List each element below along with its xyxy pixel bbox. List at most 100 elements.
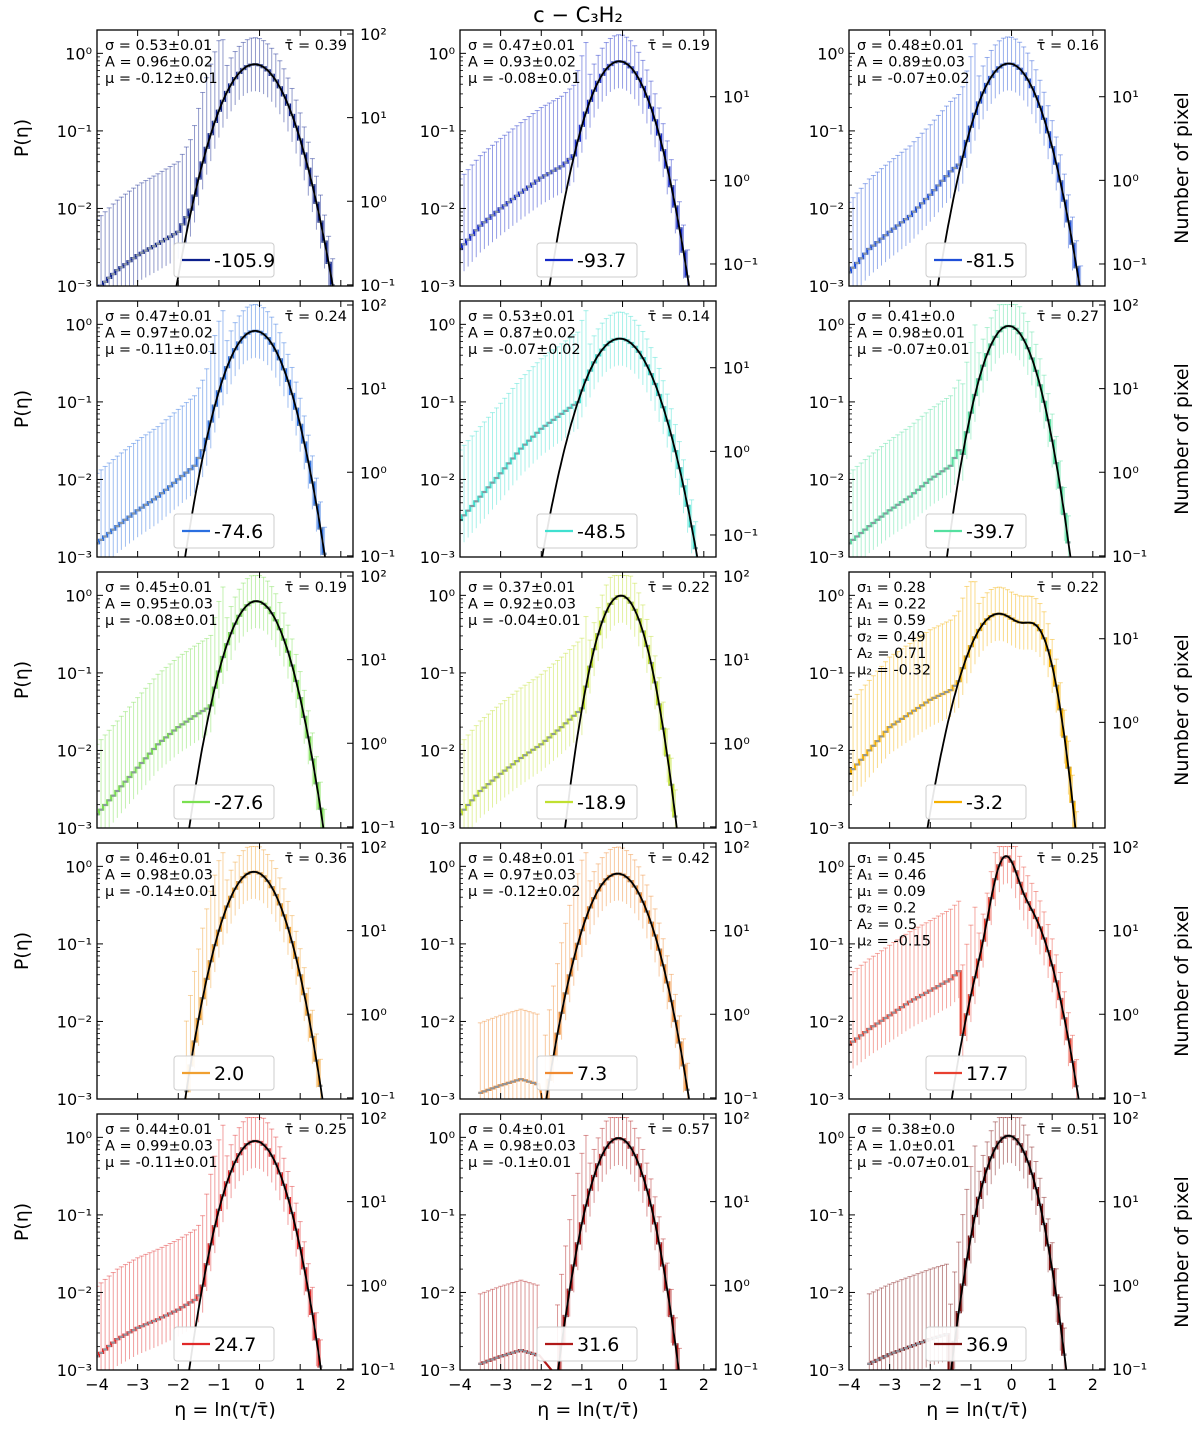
y-tick-label: 10⁰ bbox=[428, 1128, 455, 1147]
plot-frame bbox=[96, 842, 354, 1100]
y-tick-label: 10⁻³ bbox=[420, 277, 455, 296]
y-tick-label: 10⁰ bbox=[65, 315, 92, 334]
fit-curve bbox=[184, 330, 326, 557]
y-tick-label: 10⁻² bbox=[420, 470, 455, 489]
right-tick-label: 10² bbox=[360, 25, 387, 44]
right-tick-label: 10⁻¹ bbox=[1112, 255, 1147, 274]
panel-7: 10⁰ 10⁻¹ 10⁻² 10⁻³ 10² 10¹ 10⁰ 10⁻¹ P(η) σ = 0.45… bbox=[11, 567, 395, 838]
plot-frame bbox=[96, 571, 354, 829]
right-tick-label: 10⁰ bbox=[723, 442, 750, 461]
x-tick-label: −1 bbox=[570, 1375, 594, 1394]
right-tick-label: 10¹ bbox=[1112, 630, 1139, 649]
tau-label: τ̄ = 0.22 bbox=[648, 580, 710, 596]
right-tick-label: 10⁰ bbox=[360, 463, 387, 482]
y-tick-label: 10⁰ bbox=[65, 44, 92, 63]
right-tick-label: 10⁰ bbox=[1112, 1005, 1139, 1024]
fit-parameter: A₁ = 0.22 bbox=[857, 597, 926, 613]
y-tick-label: 10⁻² bbox=[57, 1012, 92, 1031]
fit-curve bbox=[950, 855, 1080, 1099]
fit-parameter: A = 0.92±0.03 bbox=[468, 597, 576, 613]
y-tick-label: 10⁻³ bbox=[809, 819, 844, 838]
y-tick-label: 10⁰ bbox=[817, 44, 844, 63]
y-tick-label: 10⁰ bbox=[817, 1128, 844, 1147]
right-tick-label: 10⁻¹ bbox=[360, 276, 395, 295]
plot-area bbox=[460, 310, 699, 557]
fit-parameter: σ = 0.47±0.01 bbox=[105, 309, 212, 325]
fit-parameter: σ = 0.48±0.01 bbox=[857, 38, 964, 54]
right-axis-label: Number of pixel bbox=[1171, 1176, 1193, 1328]
fit-parameter: σ = 0.38±0.0 bbox=[857, 1122, 955, 1138]
x-tick-label: −4 bbox=[85, 1375, 109, 1394]
plot-area bbox=[849, 36, 1084, 286]
x-tick-label: 1 bbox=[658, 1375, 668, 1394]
fit-curve bbox=[950, 1134, 1068, 1370]
x-tick-label: 0 bbox=[617, 1375, 627, 1394]
tau-label: τ̄ = 0.27 bbox=[1037, 309, 1099, 325]
fit-parameter: A = 0.93±0.02 bbox=[468, 55, 576, 71]
right-tick-label: 10⁻¹ bbox=[723, 818, 758, 837]
legend-box bbox=[536, 242, 638, 278]
x-tick-label: −3 bbox=[878, 1375, 902, 1394]
right-tick-label: 10² bbox=[723, 838, 750, 857]
right-tick-label: 10⁻¹ bbox=[723, 1360, 758, 1379]
panel-3: 10⁰ 10⁻¹ 10⁻² 10⁻³ 10¹ 10⁰ 10⁻¹ Number of pixel… bbox=[809, 29, 1193, 296]
right-tick-label: 10⁻¹ bbox=[1112, 1360, 1147, 1379]
plot-area bbox=[849, 846, 1080, 1099]
fit-parameter: σ = 0.45±0.01 bbox=[105, 580, 212, 596]
y-tick-label: 10⁻¹ bbox=[809, 935, 844, 954]
plot-area bbox=[97, 304, 328, 557]
x-tick-label: 0 bbox=[254, 1375, 264, 1394]
fit-parameter: σ = 0.53±0.01 bbox=[468, 309, 575, 325]
plot-area bbox=[460, 34, 691, 286]
x-tick-label: 1 bbox=[295, 1375, 305, 1394]
fit-parameter: A = 0.98±0.01 bbox=[857, 326, 965, 342]
y-axis-label: P(η) bbox=[11, 390, 33, 428]
y-tick-label: 10⁻³ bbox=[809, 1361, 844, 1380]
right-axis-label: Number of pixel bbox=[1171, 92, 1193, 244]
y-tick-label: 10⁻³ bbox=[809, 548, 844, 567]
fit-parameter: A = 0.87±0.02 bbox=[468, 326, 576, 342]
legend-label: 7.3 bbox=[577, 1063, 607, 1085]
y-tick-label: 10⁻¹ bbox=[809, 1206, 844, 1225]
tau-label: τ̄ = 0.16 bbox=[1037, 38, 1099, 54]
panel-14: 10⁰ 10⁻¹ 10⁻² 10⁻³ 10² 10¹ 10⁰ 10⁻¹ −4 −3 −2 −1 0 1 2 η… bbox=[420, 1109, 758, 1421]
y-tick-label: 10⁰ bbox=[428, 857, 455, 876]
y-tick-label: 10⁻¹ bbox=[57, 664, 92, 683]
y-tick-label: 10⁻¹ bbox=[809, 664, 844, 683]
legend-label: -81.5 bbox=[966, 250, 1015, 272]
tau-label: τ̄ = 0.51 bbox=[1037, 1122, 1099, 1138]
y-tick-label: 10⁻¹ bbox=[420, 935, 455, 954]
panel-2: 10⁰ 10⁻¹ 10⁻² 10⁻³ 10¹ 10⁰ 10⁻¹ σ = 0.47±0.01A … bbox=[420, 29, 758, 296]
fit-parameter: A = 1.0±0.01 bbox=[857, 1139, 956, 1155]
panel-1: 10⁰ 10⁻¹ 10⁻² 10⁻³ 10² 10¹ 10⁰ 10⁻¹ P(η) σ = 0.53… bbox=[11, 25, 395, 296]
plot-area bbox=[97, 37, 336, 286]
legend-label: 2.0 bbox=[214, 1063, 244, 1085]
tau-label: τ̄ = 0.42 bbox=[648, 851, 710, 867]
right-tick-label: 10⁰ bbox=[360, 734, 387, 753]
fit-parameter: A = 0.98±0.03 bbox=[468, 1139, 576, 1155]
fit-parameter: σ₂ = 0.49 bbox=[857, 630, 926, 646]
fit-curve bbox=[936, 62, 1081, 286]
fit-parameter: μ = -0.11±0.01 bbox=[105, 342, 218, 358]
y-tick-label: 10⁻² bbox=[809, 199, 844, 218]
y-tick-label: 10⁰ bbox=[65, 586, 92, 605]
legend-box bbox=[925, 1055, 1027, 1091]
x-tick-label: −2 bbox=[529, 1375, 553, 1394]
y-tick-label: 10⁻¹ bbox=[420, 393, 455, 412]
right-tick-label: 10⁰ bbox=[723, 734, 750, 753]
fit-parameter: σ = 0.46±0.01 bbox=[105, 851, 212, 867]
y-axis-label: P(η) bbox=[11, 932, 33, 970]
tau-label: τ̄ = 0.14 bbox=[648, 309, 710, 325]
x-tick-label: 0 bbox=[1006, 1375, 1016, 1394]
x-tick-label: −1 bbox=[959, 1375, 983, 1394]
right-tick-label: 10¹ bbox=[723, 359, 750, 378]
panel-11: 10⁰ 10⁻¹ 10⁻² 10⁻³ 10² 10¹ 10⁰ 10⁻¹ σ = 0.48±0.0… bbox=[420, 838, 758, 1109]
y-tick-label: 10⁻³ bbox=[57, 548, 92, 567]
plot-frame bbox=[459, 571, 717, 829]
legend-label: 31.6 bbox=[577, 1334, 619, 1356]
fit-parameter: μ = -0.08±0.01 bbox=[105, 613, 218, 629]
fit-parameter: A = 0.98±0.03 bbox=[105, 868, 213, 884]
tau-label: τ̄ = 0.25 bbox=[285, 1122, 347, 1138]
y-tick-label: 10⁻² bbox=[420, 199, 455, 218]
plot-frame bbox=[848, 1113, 1106, 1371]
